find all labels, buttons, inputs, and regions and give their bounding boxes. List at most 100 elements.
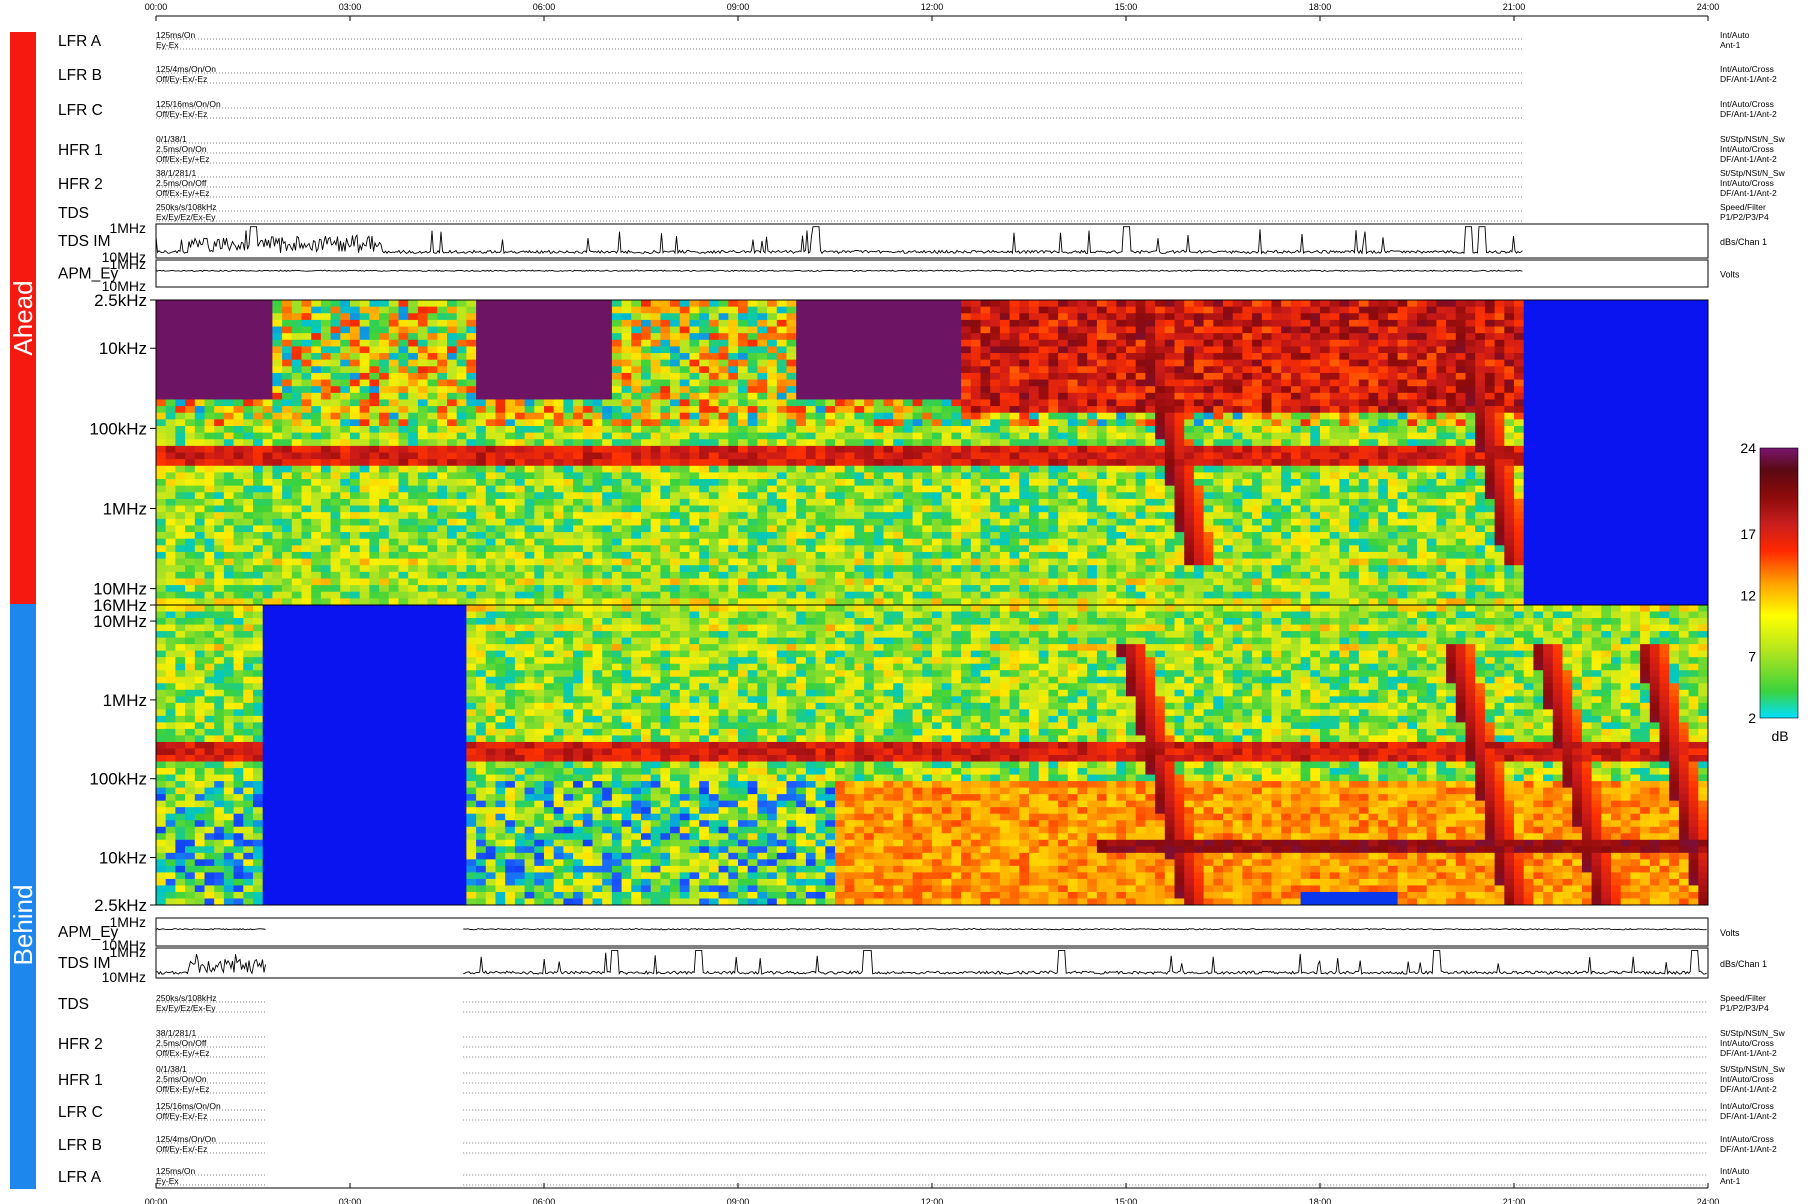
spectrogram-cell [534, 319, 545, 328]
spectrogram-cell [999, 300, 1011, 308]
spectrogram-cell [728, 551, 739, 560]
spectrogram-cell [1048, 419, 1059, 427]
track-right-label: Int/Auto/Cross [1720, 178, 1774, 188]
spectrogram-cell [175, 425, 186, 434]
spectrogram-cell [902, 472, 914, 480]
spectrogram-cell [747, 392, 758, 401]
spectrogram-cell [476, 578, 487, 586]
spectrogram-cell [1155, 339, 1166, 348]
spectrogram-cell [999, 339, 1011, 348]
spectrogram-cell [641, 439, 652, 447]
spectrogram-cell [670, 353, 681, 361]
spectrogram-cell [194, 598, 206, 605]
spectrogram-cell [379, 346, 390, 354]
spectrogram-cell [408, 313, 419, 321]
spectrogram-cell [301, 313, 312, 321]
track-name: LFR C [58, 1104, 103, 1121]
spectrogram-cell [408, 498, 419, 507]
spectrogram-cell [757, 571, 768, 580]
spectrogram-cell [621, 512, 632, 520]
spectrogram-cell [340, 591, 351, 599]
spectrogram-cell [796, 545, 807, 553]
spectrogram-cell [253, 439, 264, 447]
spectrogram-cell [893, 465, 904, 473]
spectrogram-cell [311, 598, 322, 605]
spectrogram-cell [194, 558, 206, 566]
spectrogram-cell [650, 525, 661, 533]
spectrogram-cell [1145, 532, 1156, 540]
spectrogram-cell [1126, 399, 1137, 407]
spectrogram-cell [408, 512, 419, 520]
spectrogram-cell [1038, 333, 1049, 341]
spectrogram-cell [893, 485, 904, 493]
spectrogram-cell [320, 412, 332, 420]
spectrogram-cell [485, 452, 497, 460]
spectrogram-cell [902, 532, 914, 540]
spectrogram-cell [165, 412, 176, 420]
spectrogram-cell [417, 472, 429, 480]
spectrogram-cell [805, 585, 817, 593]
spectrogram-cell [951, 479, 962, 487]
spectrogram-cell [427, 505, 438, 513]
spectrogram-cell [1135, 425, 1146, 434]
spectrogram-cell [844, 399, 855, 407]
spectrogram-cell [902, 585, 914, 593]
spectrogram-cell [282, 339, 293, 348]
spectrogram-cell [1106, 412, 1117, 420]
spectrogram-cell [844, 353, 855, 361]
spectrogram-cell [602, 551, 613, 560]
spectrogram-cell [1096, 392, 1108, 401]
spectrogram-cell [447, 459, 458, 467]
spectrogram-cell [621, 306, 632, 314]
track-name: LFR B [58, 67, 102, 84]
spectrogram-cell [1067, 485, 1079, 493]
spectrogram-cell [902, 465, 914, 473]
spectrogram-cell [611, 545, 623, 553]
spectrogram-cell [825, 459, 836, 467]
spectrogram-cell [776, 598, 788, 605]
spectrogram-cell [495, 465, 506, 473]
spectrogram-cell [825, 525, 836, 533]
spectrogram-cell [1009, 445, 1020, 454]
spectrogram-cell [1135, 525, 1146, 533]
spectrogram-cell [194, 319, 206, 328]
spectrogram-cell [427, 525, 438, 533]
spectrogram-cell [796, 459, 807, 467]
spectrogram-cell [1106, 300, 1117, 308]
spectrogram-cell [1087, 591, 1098, 599]
spectrogram-cell [1135, 399, 1146, 407]
spectrogram-cell [844, 406, 855, 414]
track-name: HFR 2 [58, 176, 103, 193]
spectrogram-cell [476, 452, 487, 460]
spectrogram-cell [961, 558, 972, 566]
spectrogram-cell [718, 518, 729, 527]
spectrogram-cell [388, 565, 400, 573]
spectrogram-cell [835, 346, 846, 354]
spectrogram-cell [718, 538, 729, 546]
spectrogram-cell [534, 326, 545, 334]
spectrogram-cell [738, 306, 749, 314]
spectrogram-cell [864, 472, 875, 480]
spectrogram-cell [805, 598, 817, 605]
spectrogram-cell [1087, 485, 1098, 493]
spectrogram-cell [1038, 532, 1049, 540]
spectrogram-cell [544, 598, 555, 605]
spectrogram-cell [427, 591, 438, 599]
spectrogram-cell [718, 585, 729, 593]
spectrogram-cell [437, 372, 448, 381]
spectrogram-cell [175, 472, 186, 480]
spectrogram-cell [893, 425, 904, 434]
spectrogram-cell [156, 399, 167, 407]
spectrogram-cell [582, 445, 594, 454]
spectrogram-cell [514, 319, 526, 328]
spectrogram-cell [815, 585, 826, 593]
spectrogram-cell [999, 498, 1011, 507]
spectrogram-cell [359, 392, 370, 401]
spectrogram-cell [893, 392, 904, 401]
spectrogram-cell [990, 439, 1001, 447]
spectrogram-cell [1155, 346, 1166, 354]
spectrogram-cell [825, 359, 836, 367]
spectrogram-cell [1009, 465, 1020, 473]
spectrogram-cell [825, 353, 836, 361]
spectrogram-cell [1135, 532, 1146, 540]
